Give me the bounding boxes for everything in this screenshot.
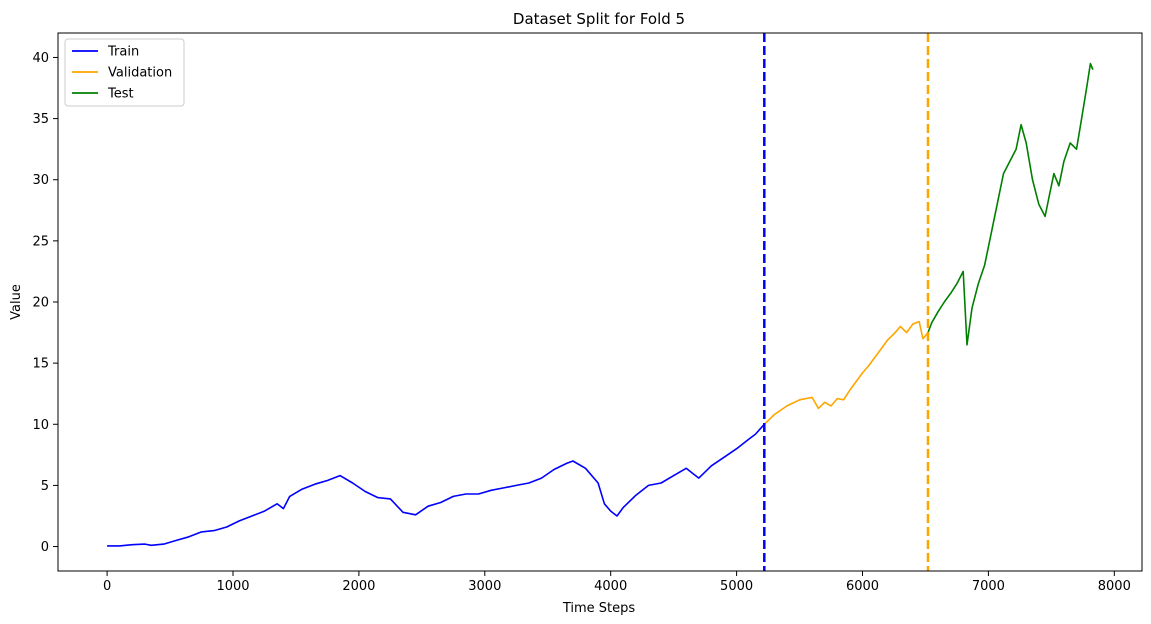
x-tick-label: 2000 bbox=[342, 579, 375, 594]
y-tick-label: 15 bbox=[32, 357, 49, 372]
y-tick-label: 5 bbox=[41, 479, 49, 494]
y-tick-label: 0 bbox=[41, 540, 49, 555]
series-line-test bbox=[927, 62, 1094, 346]
chart-title: Dataset Split for Fold 5 bbox=[513, 10, 685, 28]
legend-label-test: Test bbox=[107, 87, 134, 102]
axes: 0 1000 2000 3000 4000 5000 6000 7000 8000 0 5 10 15 2… bbox=[32, 32, 1143, 594]
x-tick-label: 3000 bbox=[468, 579, 501, 594]
y-tick-label: 35 bbox=[32, 112, 49, 127]
y-tick-label: 40 bbox=[32, 51, 49, 66]
y-tick-label: 10 bbox=[32, 418, 49, 433]
legend-label-validation: Validation bbox=[108, 66, 172, 81]
x-tick-label: 5000 bbox=[720, 579, 753, 594]
plot-area bbox=[107, 33, 1094, 571]
y-tick-label: 25 bbox=[32, 234, 49, 249]
y-axis-label: Value bbox=[9, 284, 24, 320]
x-tick-label: 6000 bbox=[846, 579, 879, 594]
y-tick-label: 30 bbox=[32, 173, 49, 188]
legend: Train Validation Test bbox=[64, 38, 185, 107]
x-tick-label: 7000 bbox=[972, 579, 1005, 594]
x-tick-label: 8000 bbox=[1098, 579, 1131, 594]
series-line-train bbox=[107, 423, 765, 547]
x-axis-label: Time Steps bbox=[562, 601, 636, 616]
legend-box bbox=[64, 38, 185, 107]
x-tick-label: 0 bbox=[103, 579, 111, 594]
legend-label-train: Train bbox=[107, 45, 139, 60]
series-line-validation bbox=[763, 320, 929, 425]
x-tick-label: 4000 bbox=[594, 579, 627, 594]
y-tick-label: 20 bbox=[32, 296, 49, 311]
x-tick-label: 1000 bbox=[216, 579, 249, 594]
